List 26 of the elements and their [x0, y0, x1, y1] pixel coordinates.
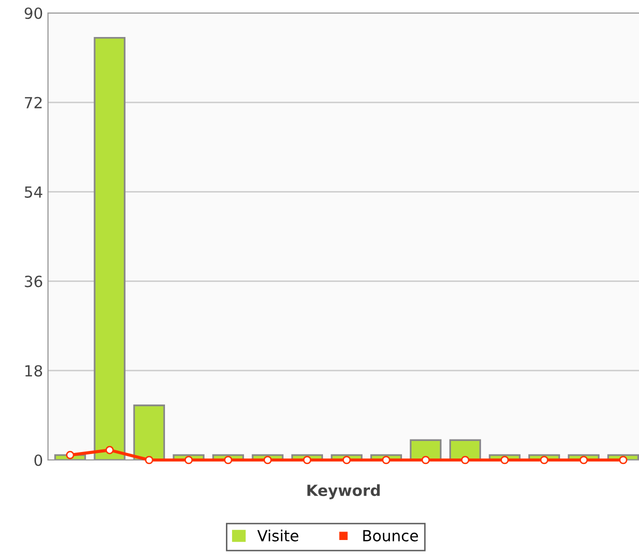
y-tick-label: 72: [24, 96, 42, 108]
point: [500, 456, 509, 464]
y-tick-label: 36: [24, 276, 42, 288]
point: [302, 456, 312, 464]
point: [105, 446, 114, 454]
y-tick-label: 0: [34, 454, 42, 466]
y-tick-label: 18: [25, 365, 42, 377]
legend-label: Visite: [257, 530, 298, 542]
x-axis-title: Keyword: [307, 484, 380, 500]
point: [342, 456, 351, 464]
bar: [94, 37, 126, 460]
point: [263, 456, 272, 464]
point: [422, 456, 430, 464]
point: [66, 450, 74, 460]
bar: [133, 404, 165, 460]
point: [144, 456, 154, 464]
point: [619, 456, 628, 464]
point: [540, 456, 548, 464]
point: [580, 456, 588, 464]
point: [382, 456, 390, 464]
y-tick-label: 54: [24, 186, 42, 198]
point: [461, 456, 470, 464]
legend-label: Bounce: [363, 530, 418, 542]
point: [224, 456, 232, 464]
point: [184, 456, 193, 464]
y-tick-label: 90: [24, 7, 42, 20]
